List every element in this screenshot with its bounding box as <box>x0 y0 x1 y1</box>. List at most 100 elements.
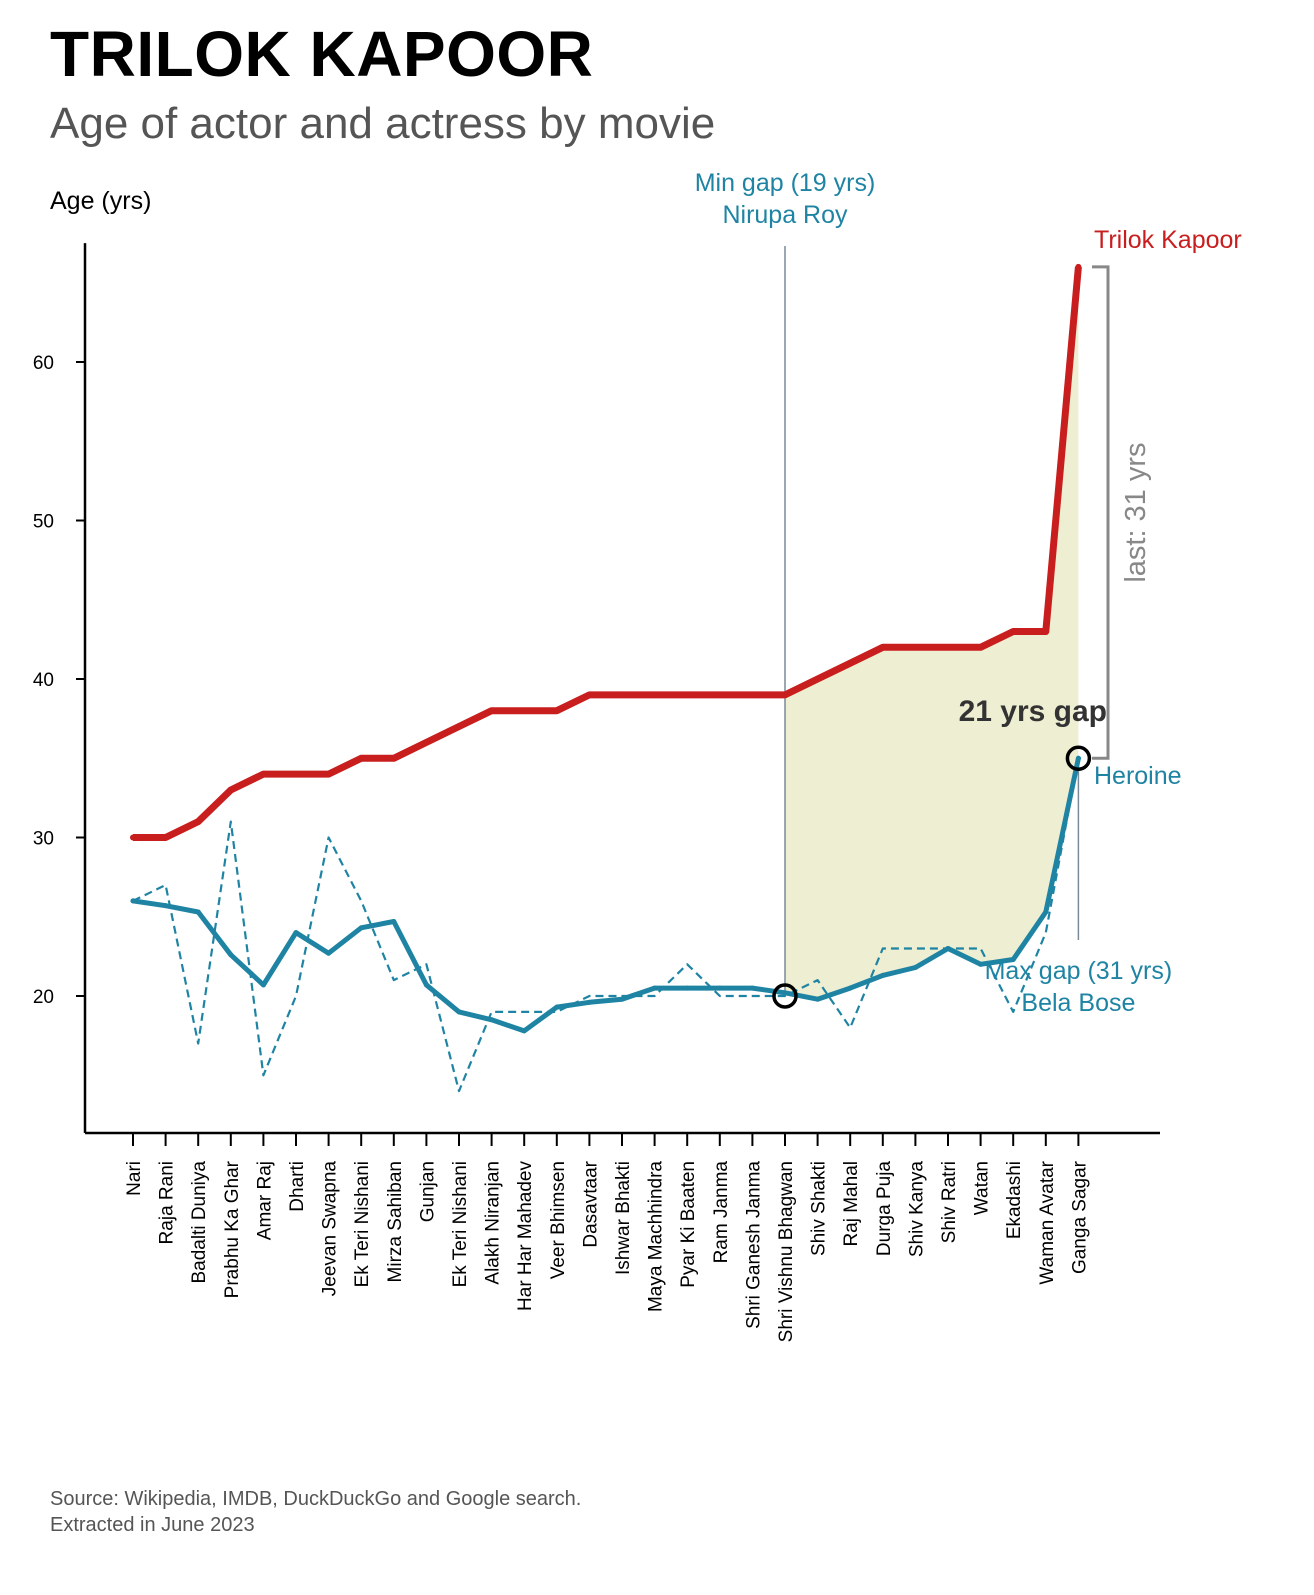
heroine-series-point <box>880 972 886 978</box>
x-tick-label: Shri Ganesh Janma <box>743 1161 764 1329</box>
actor-series-point <box>325 771 332 778</box>
x-tick-label: Pyar Ki Baaten <box>678 1161 699 1288</box>
x-tick-label: Shiv Kanya <box>906 1161 927 1258</box>
max-gap-label: Max gap (31 yrs) <box>985 957 1173 985</box>
actor-series-point <box>814 676 821 682</box>
x-tick-label: Waman Avatar <box>1037 1160 1058 1284</box>
actor-series-point <box>586 691 593 698</box>
x-tick-label: Alakh Niranjan <box>483 1161 504 1285</box>
heroine-series-point <box>912 964 918 970</box>
heroine-series-point <box>847 985 853 991</box>
x-tick-label: Gunjan <box>417 1161 438 1222</box>
heroine-series-point <box>260 982 266 988</box>
x-tick-label: Ram Janma <box>711 1161 732 1264</box>
actor-series-point <box>716 691 723 698</box>
actor-series-point <box>553 707 560 714</box>
dashed-series-line <box>132 758 1080 1093</box>
x-tick-label: Raj Mahal <box>841 1161 862 1247</box>
actor-series-point <box>521 707 528 714</box>
heroine-series-point <box>293 930 299 936</box>
heroine-series-point <box>1075 755 1081 761</box>
actor-series-point <box>358 755 365 762</box>
gap-shaded-area <box>785 266 1079 1000</box>
age-line-chart: 20 30 40 50 60 Nari Raja Rani Badalti Duniya Pra… <box>33 169 1242 1342</box>
heroine-series-point <box>1010 957 1016 963</box>
actor-series-point <box>260 771 267 778</box>
heroine-series-point <box>163 903 169 909</box>
actor-series-point <box>423 739 430 746</box>
last-gap-bracket-label: last: 31 yrs <box>1120 442 1152 582</box>
heroine-series-point <box>521 1028 527 1034</box>
x-tick-label: Ishwar Bhakti <box>613 1161 634 1275</box>
x-tick-label: Badalti Duniya <box>189 1161 210 1284</box>
actor-series-point <box>1042 628 1049 635</box>
source-line: Source: Wikipedia, IMDB, DuckDuckGo and … <box>50 1488 582 1510</box>
actor-series-point <box>684 691 691 698</box>
x-tick-label: Dasavtaar <box>580 1160 601 1247</box>
max-gap-marker <box>1065 745 1092 771</box>
min-gap-label: Min gap (19 yrs) <box>695 169 876 197</box>
x-tick-label: Watan <box>972 1161 993 1215</box>
source-note: Source: Wikipedia, IMDB, DuckDuckGo and … <box>50 1486 581 1538</box>
actor-series-point <box>912 644 919 651</box>
y-tick-label: 40 <box>33 670 54 691</box>
heroine-series-line <box>130 755 1081 1034</box>
x-tick-label: Ek Teri Nishani <box>450 1161 471 1287</box>
actor-series-point <box>456 723 462 730</box>
heroine-series-point <box>815 996 821 1002</box>
heroine-series-point <box>586 999 592 1005</box>
heroine-series-point <box>717 985 723 991</box>
chart-subtitle: Age of actor and actress by movie <box>50 99 716 148</box>
last-gap-bracket <box>1092 265 1110 760</box>
min-gap-marker <box>772 983 798 1009</box>
y-tick-label: 20 <box>33 987 54 1008</box>
actor-series-point <box>749 691 756 698</box>
heroine-series-point <box>1043 909 1049 915</box>
actor-series-point <box>1075 263 1082 270</box>
max-gap-actress-label: Bela Bose <box>1021 989 1135 1017</box>
x-tick-label: Jeevan Swapna <box>320 1161 341 1297</box>
actor-series-point <box>227 786 234 793</box>
actor-series-point <box>195 818 202 825</box>
min-gap-actress-label: Nirupa Roy <box>722 201 848 229</box>
actor-series-point <box>162 834 169 841</box>
heroine-series-point <box>130 898 136 904</box>
heroine-series-label: Heroine <box>1094 762 1182 790</box>
actor-series-point <box>488 707 495 714</box>
x-tick-label: Ganga Sagar <box>1069 1160 1090 1274</box>
x-tick-label: Dharti <box>287 1161 308 1212</box>
heroine-series-point <box>749 985 755 991</box>
actor-series-point <box>847 660 854 667</box>
actor-series-point <box>619 691 625 698</box>
heroine-series-point <box>326 950 332 956</box>
x-tick-label: Har Har Mahadev <box>515 1161 536 1311</box>
heroine-series-point <box>619 996 625 1002</box>
x-tick-label: Veer Bhimsen <box>548 1161 569 1279</box>
current-gap-label: 21 yrs gap <box>959 695 1107 728</box>
heroine-series-point <box>652 985 658 991</box>
y-tick-label: 60 <box>33 353 54 374</box>
actor-series-point <box>945 644 951 651</box>
y-tick-label: 30 <box>33 829 54 850</box>
heroine-series-point <box>358 925 364 931</box>
heroine-series-point <box>978 961 984 967</box>
actor-series-point <box>977 644 984 651</box>
heroine-series-point <box>391 919 397 925</box>
y-axis-label: Age (yrs) <box>50 187 152 215</box>
actor-series-label: Trilok Kapoor <box>1094 226 1242 254</box>
heroine-series-point <box>228 952 234 958</box>
x-tick-label: Durga Puja <box>874 1161 895 1256</box>
actor-series-point <box>782 691 788 698</box>
heroine-series-point <box>945 945 951 951</box>
actor-series-point <box>1010 628 1017 635</box>
actor-series-point <box>390 755 397 762</box>
x-tick-label: Prabhu Ka Ghar <box>222 1160 243 1298</box>
heroine-series-point <box>684 985 690 991</box>
actor-series-point <box>651 691 658 698</box>
chart-title: TRILOK KAPOOR <box>50 18 594 90</box>
x-tick-label: Mirza Sahiban <box>385 1161 406 1282</box>
actor-series-line <box>133 266 1082 841</box>
x-tick-label: Shri Vishnu Bhagwan <box>776 1161 797 1342</box>
actor-series-point <box>130 834 136 841</box>
heroine-series-point <box>423 982 429 988</box>
